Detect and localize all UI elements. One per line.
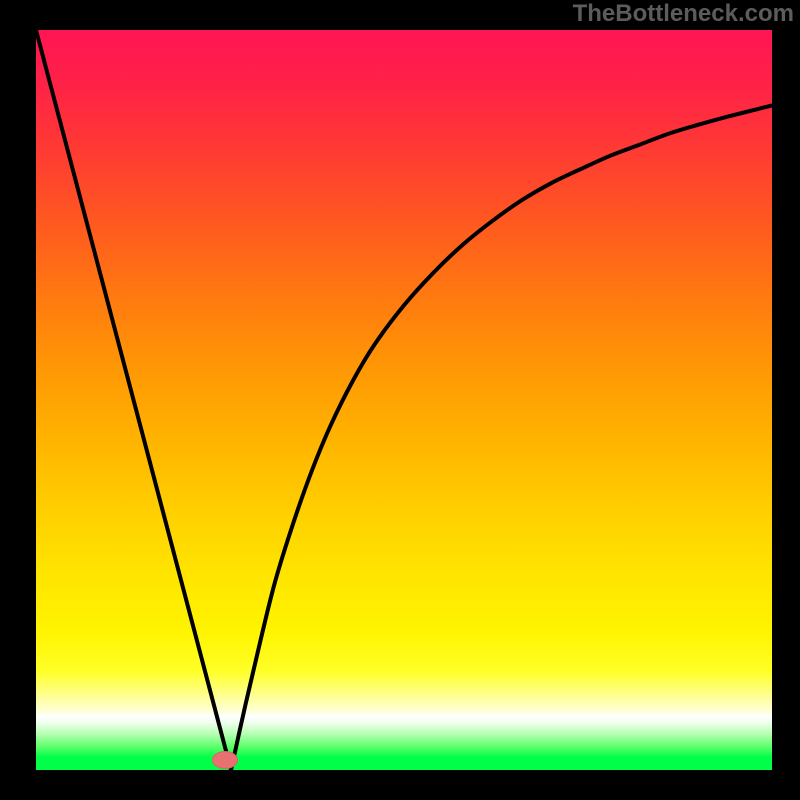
plot-area xyxy=(36,30,772,770)
curve-svg xyxy=(36,30,772,770)
watermark-label: TheBottleneck.com xyxy=(573,0,794,28)
optimum-marker xyxy=(212,751,238,769)
chart-canvas: TheBottleneck.com xyxy=(0,0,800,800)
bottleneck-curve xyxy=(36,30,772,770)
